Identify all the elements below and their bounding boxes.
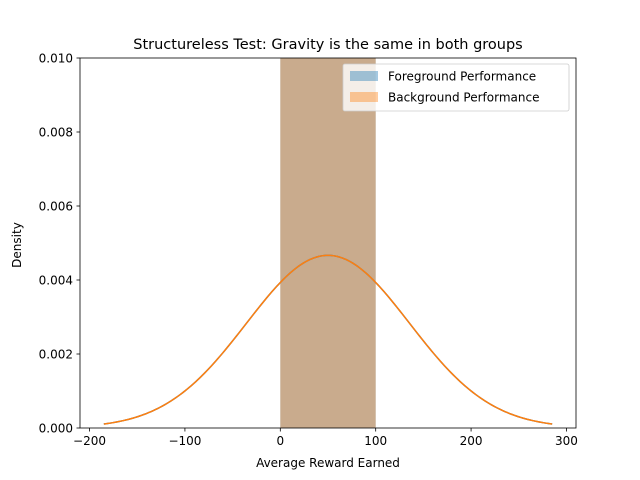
legend-swatch-foreground [350, 71, 378, 81]
y-tick-label: 0.008 [39, 125, 73, 139]
y-tick-label: 0.002 [39, 347, 73, 361]
x-axis-label: Average Reward Earned [256, 456, 400, 470]
y-tick-label: 0.006 [39, 199, 73, 213]
x-tick-label: −200 [73, 434, 106, 448]
y-tick-label: 0.000 [39, 421, 73, 435]
plot-area: −200 −100 0 100 200 300 0.000 0.002 0.004 0.006 0.… [39, 51, 578, 448]
hist-bar-foreground-0 [280, 58, 376, 428]
legend: Foreground Performance Background Perform… [342, 63, 570, 112]
x-tick-label: −100 [168, 434, 201, 448]
x-tick-label: 0 [276, 434, 284, 448]
legend-label-foreground: Foreground Performance [388, 70, 536, 84]
axes-frame [79, 57, 577, 429]
legend-label-background: Background Performance [388, 91, 539, 105]
x-tick-label: 100 [364, 434, 387, 448]
chart-title: Structureless Test: Gravity is the same … [133, 37, 522, 53]
x-tick-label: 300 [555, 434, 578, 448]
kde-line-background [103, 254, 553, 425]
y-axis-label: Density [10, 222, 24, 268]
x-tick-label: 200 [460, 434, 483, 448]
hist-bar-background-0 [280, 58, 376, 428]
y-tick-label: 0.004 [39, 273, 73, 287]
legend-box [342, 63, 570, 112]
legend-swatch-background [350, 92, 378, 102]
y-tick-label: 0.010 [39, 51, 73, 65]
